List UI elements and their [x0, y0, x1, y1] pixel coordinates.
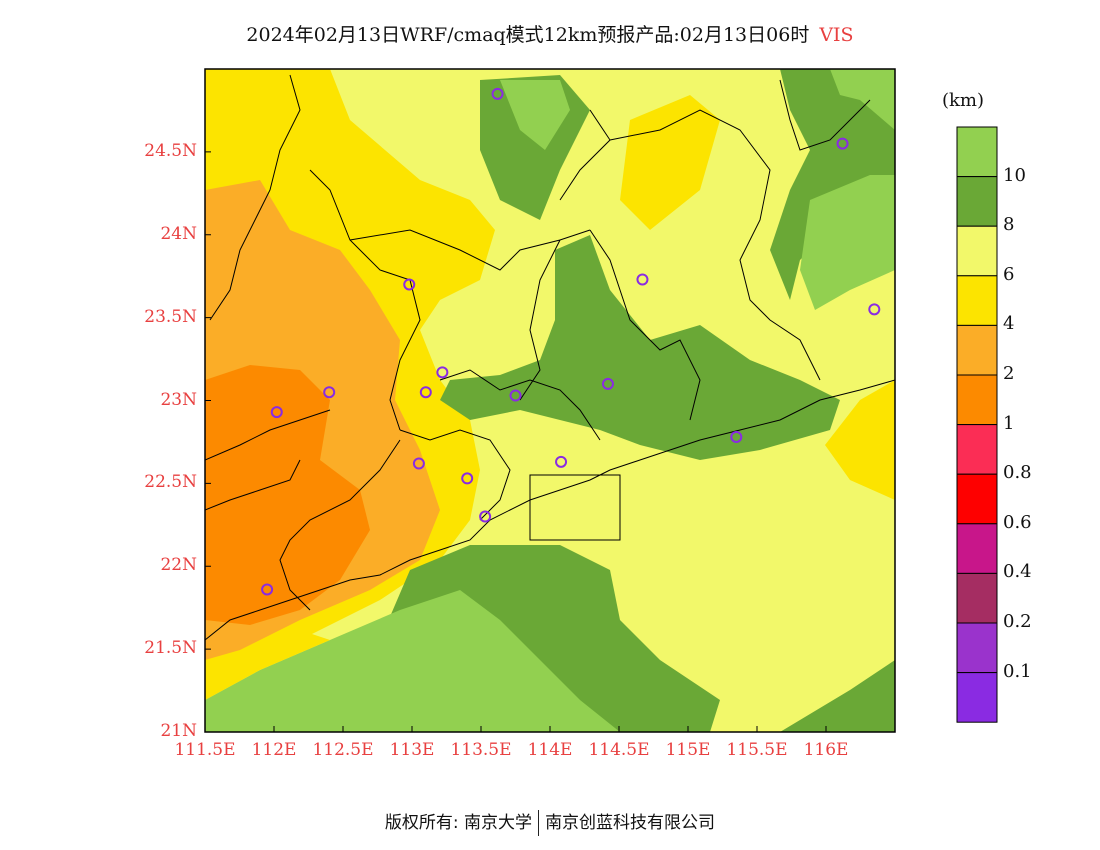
lat-tick-label: 23.5N [144, 306, 197, 327]
lon-tick-label: 113.5E [450, 740, 512, 760]
colorbar [956, 126, 998, 723]
field-8-10-northeast [770, 69, 895, 300]
field-4-6-north [620, 95, 720, 230]
colorbar-unit: (km) [942, 90, 985, 111]
colorbar-level-label: 0.2 [1003, 611, 1032, 632]
field-4-6-east [825, 380, 895, 500]
colorbar-swatch [956, 176, 998, 227]
lon-tick-label: 112E [251, 740, 297, 760]
colorbar-swatch [956, 324, 998, 376]
colorbar-swatch [956, 523, 998, 574]
visibility-field [205, 69, 895, 732]
station-marker [412, 457, 425, 470]
lat-tick-label: 24.5N [144, 140, 197, 161]
colorbar-swatch [956, 126, 998, 178]
map-title: 2024年02月13日WRF/cmaq模式12km预报产品:02月13日06时 V… [0, 20, 1100, 47]
station-marker [436, 366, 449, 379]
station-markers [261, 87, 881, 596]
station-marker [730, 430, 743, 443]
field-10-east [800, 175, 895, 310]
station-marker [509, 389, 522, 402]
coastline [205, 379, 895, 641]
station-marker [323, 386, 336, 399]
lat-tick-label: 22.5N [144, 472, 197, 493]
field-8-10-central [440, 235, 840, 460]
field-10-sw-coast [205, 630, 330, 700]
lon-tick-label: 114E [527, 740, 573, 760]
field-8-10-east-coast [780, 660, 895, 732]
station-marker [261, 583, 274, 596]
colorbar-level-label: 0.1 [1003, 660, 1032, 682]
station-marker [479, 510, 492, 523]
field-10-northeast [830, 69, 895, 130]
station-marker [601, 377, 614, 390]
colorbar-level-label: 6 [1003, 263, 1015, 285]
station-marker [868, 303, 881, 316]
colorbar-level-label: 2 [1003, 363, 1015, 384]
station-marker [555, 455, 568, 468]
field-1-2 [205, 365, 370, 625]
lon-tick-label: 113E [389, 740, 435, 760]
copyright-footer: 版权所有: 南京大学 南京创蓝科技有限公司 [0, 808, 1100, 836]
colorbar-level-label: 0.6 [1003, 511, 1032, 533]
variable-name: VIS [819, 24, 854, 46]
station-marker [403, 278, 416, 291]
station-marker [491, 87, 504, 100]
colorbar-level-label: 4 [1003, 313, 1015, 335]
footer-left: 版权所有: 南京大学 [384, 813, 533, 833]
axis-ticks [204, 151, 827, 733]
station-marker [419, 386, 432, 399]
colorbar-swatch [956, 374, 998, 426]
admin-boundaries [205, 74, 871, 611]
station-marker [461, 472, 474, 485]
colorbar-level-label: 0.4 [1003, 561, 1032, 583]
colorbar-level-label: 8 [1003, 214, 1015, 236]
lat-tick-label: 24N [160, 223, 197, 244]
colorbar-swatch [956, 424, 998, 475]
colorbar-swatch [956, 622, 998, 674]
lon-tick-label: 116E [803, 740, 849, 760]
colorbar-level-label: 10 [1003, 164, 1026, 186]
colorbar-swatch [956, 572, 998, 624]
lat-tick-label: 22N [160, 555, 197, 576]
lon-tick-label: 112.5E [312, 740, 374, 760]
field-10-south [205, 590, 620, 732]
lat-tick-label: 21N [160, 721, 197, 741]
colorbar-level-label: 0.8 [1003, 462, 1032, 484]
lon-tick-label: 111.5E [174, 740, 236, 760]
lon-tick-label: 114.5E [588, 740, 650, 760]
colorbar-swatch [956, 275, 998, 326]
colorbar-level-label: 1 [1003, 412, 1015, 434]
lat-tick-label: 23N [160, 389, 197, 410]
colorbar-swatch [956, 225, 998, 277]
station-marker [636, 273, 649, 286]
lon-tick-label: 115.5E [726, 740, 788, 760]
lat-tick-label: 21.5N [144, 638, 197, 659]
colorbar-swatch [956, 672, 998, 723]
title-text: 2024年02月13日WRF/cmaq模式12km预报产品:02月13日06时 [246, 24, 810, 46]
footer-separator [538, 810, 540, 836]
field-10-north [500, 80, 570, 150]
colorbar-swatch [956, 473, 998, 525]
station-marker [270, 406, 283, 419]
lon-tick-label: 115E [665, 740, 711, 760]
station-marker [836, 137, 849, 150]
footer-right: 南京创蓝科技有限公司 [545, 813, 716, 833]
